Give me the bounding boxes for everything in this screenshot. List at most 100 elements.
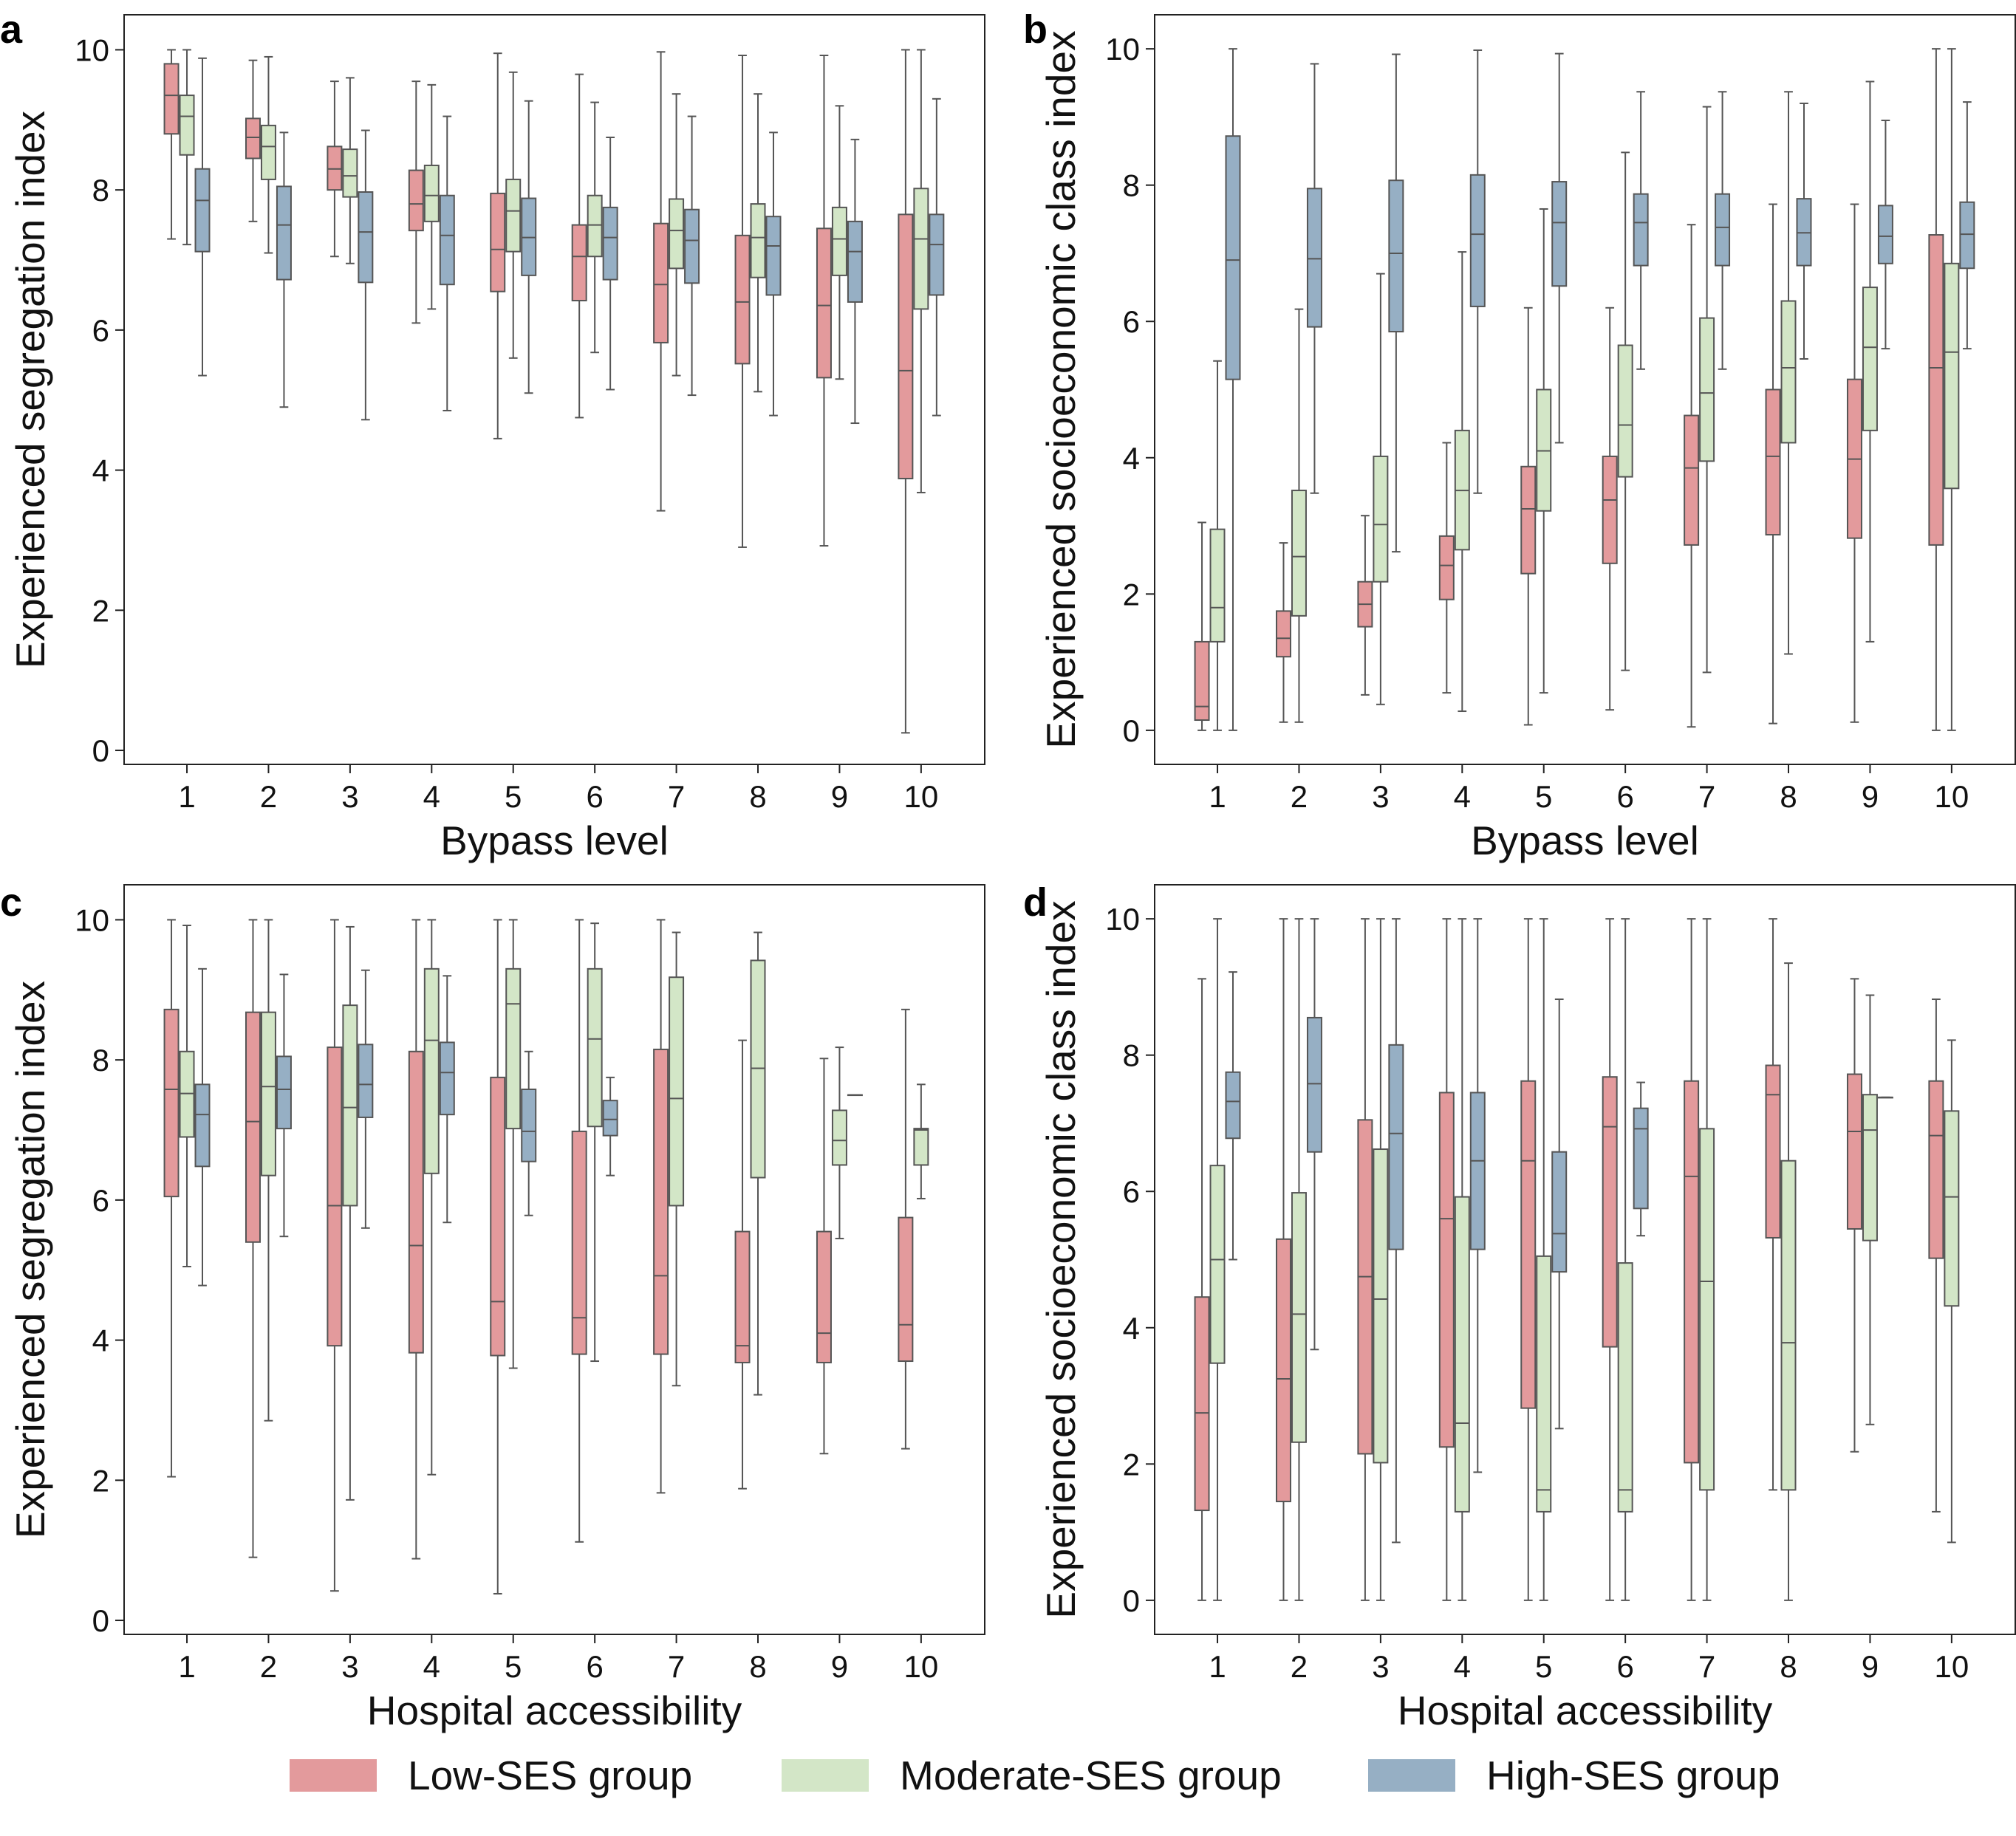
box-iqr xyxy=(1633,1107,1649,1210)
box-moderate-4 xyxy=(423,919,440,1476)
box-moderate-6 xyxy=(587,922,603,1363)
box-iqr xyxy=(505,967,522,1130)
box-high-10 xyxy=(929,97,945,417)
x-tick-label: 2 xyxy=(1291,1649,1308,1684)
box-high-9 xyxy=(1877,1096,1893,1099)
box-high-9 xyxy=(847,1094,863,1097)
box-low-10 xyxy=(1928,48,1944,731)
box-iqr xyxy=(1469,1092,1486,1250)
plot-frame xyxy=(123,14,985,765)
box-low-9 xyxy=(1846,203,1862,723)
box-iqr xyxy=(1388,1044,1404,1250)
plot-frame xyxy=(123,884,985,1635)
box-high-3 xyxy=(358,969,374,1229)
box-high-7 xyxy=(1715,91,1731,370)
box-moderate-9 xyxy=(1862,81,1878,643)
y-tick-label: 6 xyxy=(1123,304,1140,339)
x-tick-label: 8 xyxy=(1780,1649,1797,1684)
box-iqr xyxy=(750,203,766,278)
box-iqr xyxy=(1846,1073,1862,1230)
x-tick-label: 10 xyxy=(904,1649,939,1684)
box-iqr xyxy=(1699,317,1715,462)
box-low-8 xyxy=(734,1039,751,1490)
box-iqr xyxy=(1194,640,1210,722)
box-iqr xyxy=(1225,1071,1241,1140)
box-iqr xyxy=(1684,414,1700,546)
box-high-9 xyxy=(847,138,863,425)
y-tick-label: 6 xyxy=(1123,1174,1140,1209)
y-tick-label: 2 xyxy=(1123,577,1140,612)
box-iqr xyxy=(831,1109,847,1166)
box-high-6 xyxy=(602,1076,618,1176)
x-axis-label: Bypass level xyxy=(1471,818,1699,863)
x-tick-label: 7 xyxy=(668,779,685,814)
legend-label-high: High-SES group xyxy=(1486,1753,1780,1798)
box-iqr xyxy=(276,1055,292,1130)
box-moderate-5 xyxy=(1536,918,1552,1601)
box-iqr xyxy=(1928,234,1944,546)
box-iqr xyxy=(669,976,685,1207)
box-low-3 xyxy=(327,919,343,1592)
y-tick-label: 0 xyxy=(92,1603,109,1638)
box-high-8 xyxy=(1796,102,1812,360)
y-tick-label: 0 xyxy=(92,733,109,768)
box-iqr xyxy=(1862,1094,1878,1241)
box-moderate-1 xyxy=(1209,360,1226,731)
box-iqr xyxy=(1275,610,1291,658)
plot-frame xyxy=(1154,14,2016,765)
box-iqr xyxy=(439,194,455,286)
box-iqr xyxy=(490,1076,506,1357)
box-moderate-9 xyxy=(1862,994,1878,1425)
box-moderate-8 xyxy=(1780,962,1797,1601)
x-tick-label: 3 xyxy=(341,779,358,814)
x-tick-label: 5 xyxy=(1535,779,1552,814)
box-high-5 xyxy=(521,1050,537,1216)
box-low-8 xyxy=(1765,203,1781,725)
box-iqr xyxy=(1551,181,1568,287)
box-iqr xyxy=(358,191,374,284)
legend-label-moderate: Moderate-SES group xyxy=(900,1753,1282,1798)
box-low-3 xyxy=(327,81,343,258)
box-iqr xyxy=(1877,205,1893,264)
box-iqr xyxy=(1520,1080,1537,1409)
box-low-3 xyxy=(1357,515,1373,696)
y-tick-label: 4 xyxy=(1123,441,1140,476)
box-low-7 xyxy=(653,919,669,1494)
y-tick-label: 8 xyxy=(1123,1038,1140,1073)
box-iqr xyxy=(1944,262,1960,490)
box-high-6 xyxy=(602,137,618,391)
box-low-10 xyxy=(898,49,914,734)
box-iqr xyxy=(571,224,587,302)
box-iqr xyxy=(898,213,914,479)
x-tick-label: 5 xyxy=(505,1649,522,1684)
y-tick-label: 10 xyxy=(75,902,109,937)
box-iqr xyxy=(1699,1128,1715,1491)
box-iqr xyxy=(408,169,424,232)
box-high-2 xyxy=(276,131,292,408)
x-tick-label: 8 xyxy=(1780,779,1797,814)
box-low-2 xyxy=(245,919,261,1558)
box-iqr xyxy=(423,164,440,222)
box-low-6 xyxy=(571,919,587,1543)
box-high-4 xyxy=(439,975,455,1224)
x-tick-label: 1 xyxy=(178,1649,195,1684)
box-high-4 xyxy=(1469,918,1486,1473)
box-iqr xyxy=(1520,465,1537,575)
box-moderate-9 xyxy=(831,1047,847,1240)
box-high-1 xyxy=(194,967,211,1287)
y-tick-label: 6 xyxy=(92,1183,109,1218)
box-iqr xyxy=(1780,1160,1797,1491)
box-iqr xyxy=(602,1100,618,1137)
box-high-1 xyxy=(1225,971,1241,1261)
y-tick-label: 2 xyxy=(1123,1447,1140,1482)
box-moderate-7 xyxy=(1699,106,1715,674)
box-iqr xyxy=(1944,1110,1960,1307)
box-moderate-9 xyxy=(831,105,847,380)
box-moderate-5 xyxy=(1536,208,1552,694)
box-iqr xyxy=(490,192,506,292)
